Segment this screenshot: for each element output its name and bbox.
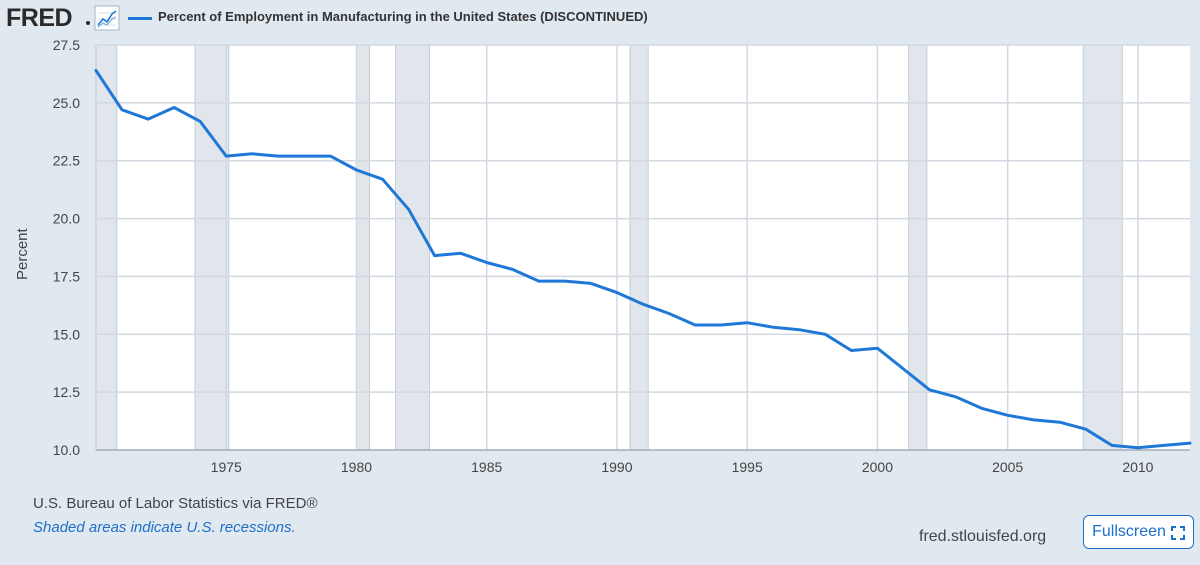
data-point xyxy=(1189,442,1192,445)
data-point xyxy=(824,333,827,336)
data-point xyxy=(876,347,879,350)
data-point xyxy=(616,291,619,294)
data-point xyxy=(668,312,671,315)
x-tick-label: 1985 xyxy=(471,459,502,475)
recession-band xyxy=(356,44,370,451)
fred-logo[interactable]: FRED xyxy=(6,4,73,32)
data-point xyxy=(433,254,436,257)
y-tick-label: 12.5 xyxy=(53,384,80,400)
data-point xyxy=(407,208,410,211)
fred-logo-dot xyxy=(86,21,90,25)
data-point xyxy=(850,349,853,352)
data-point xyxy=(980,407,983,410)
data-point xyxy=(459,252,462,255)
y-tick-label: 10.0 xyxy=(53,442,80,458)
data-point xyxy=(381,178,384,181)
source-text: U.S. Bureau of Labor Statistics via FRED… xyxy=(33,495,318,512)
x-tick-label: 2000 xyxy=(862,459,893,475)
recession-band xyxy=(95,44,118,451)
y-tick-label: 20.0 xyxy=(53,211,80,227)
data-point xyxy=(720,324,723,327)
data-point xyxy=(694,324,697,327)
site-url[interactable]: fred.stlouisfed.org xyxy=(919,528,1047,545)
data-point xyxy=(485,261,488,264)
data-point xyxy=(511,268,514,271)
data-point xyxy=(1058,421,1061,424)
data-point xyxy=(589,282,592,285)
y-tick-label: 15.0 xyxy=(53,326,80,342)
y-axis-ticks: 10.0 12.5 15.0 17.5 20.0 22.5 25.0 27.5 xyxy=(53,37,80,458)
x-tick-label: 2010 xyxy=(1122,459,1153,475)
data-point xyxy=(1084,428,1087,431)
data-point xyxy=(1032,418,1035,421)
fullscreen-icon xyxy=(1170,526,1185,540)
data-point xyxy=(928,388,931,391)
x-tick-label: 1990 xyxy=(601,459,632,475)
data-point xyxy=(1136,446,1139,449)
data-point xyxy=(902,368,905,371)
data-point xyxy=(121,108,124,111)
y-tick-label: 27.5 xyxy=(53,37,80,53)
fullscreen-label: Fullscreen xyxy=(1092,523,1166,540)
recession-band xyxy=(1082,44,1123,451)
x-tick-label: 1980 xyxy=(341,459,372,475)
x-tick-label: 1995 xyxy=(732,459,763,475)
recession-band xyxy=(395,44,430,451)
data-point xyxy=(147,118,150,121)
x-tick-label: 2005 xyxy=(992,459,1023,475)
data-point xyxy=(173,106,176,109)
x-axis-ticks: 1975 1980 1985 1990 1995 2000 2005 2010 xyxy=(211,459,1154,475)
data-point xyxy=(798,328,801,331)
data-point xyxy=(954,395,957,398)
recession-bands xyxy=(95,44,1123,451)
x-tick-label: 1975 xyxy=(211,459,242,475)
series-layer xyxy=(94,69,1192,450)
data-point xyxy=(1110,444,1113,447)
legend-line-swatch xyxy=(128,17,152,20)
data-point xyxy=(746,321,749,324)
recession-band xyxy=(629,44,649,451)
chart-header: FRED Percent of Employment in Manufactur… xyxy=(0,0,1200,38)
data-point xyxy=(537,280,540,283)
data-point xyxy=(563,280,566,283)
y-axis-label: Percent xyxy=(14,228,31,280)
data-point xyxy=(772,326,775,329)
fullscreen-button[interactable]: Fullscreen xyxy=(1083,515,1194,549)
data-point xyxy=(303,155,306,158)
data-point xyxy=(199,120,202,123)
graph-icon xyxy=(94,5,120,31)
series-title: Percent of Employment in Manufacturing i… xyxy=(158,9,648,24)
series-line xyxy=(94,69,1192,450)
recession-band xyxy=(194,44,230,451)
data-point xyxy=(225,155,228,158)
data-point xyxy=(642,303,645,306)
recession-note-link[interactable]: Shaded areas indicate U.S. recessions. xyxy=(33,519,296,536)
y-tick-label: 17.5 xyxy=(53,268,80,284)
data-point xyxy=(1163,444,1166,447)
data-point xyxy=(277,155,280,158)
data-point xyxy=(329,155,332,158)
data-point xyxy=(251,152,254,155)
data-point xyxy=(1006,414,1009,417)
y-tick-label: 25.0 xyxy=(53,95,80,111)
y-tick-label: 22.5 xyxy=(53,153,80,169)
gridlines xyxy=(96,44,1190,451)
data-point xyxy=(355,169,358,172)
data-point xyxy=(95,69,98,72)
recession-band xyxy=(908,44,928,451)
